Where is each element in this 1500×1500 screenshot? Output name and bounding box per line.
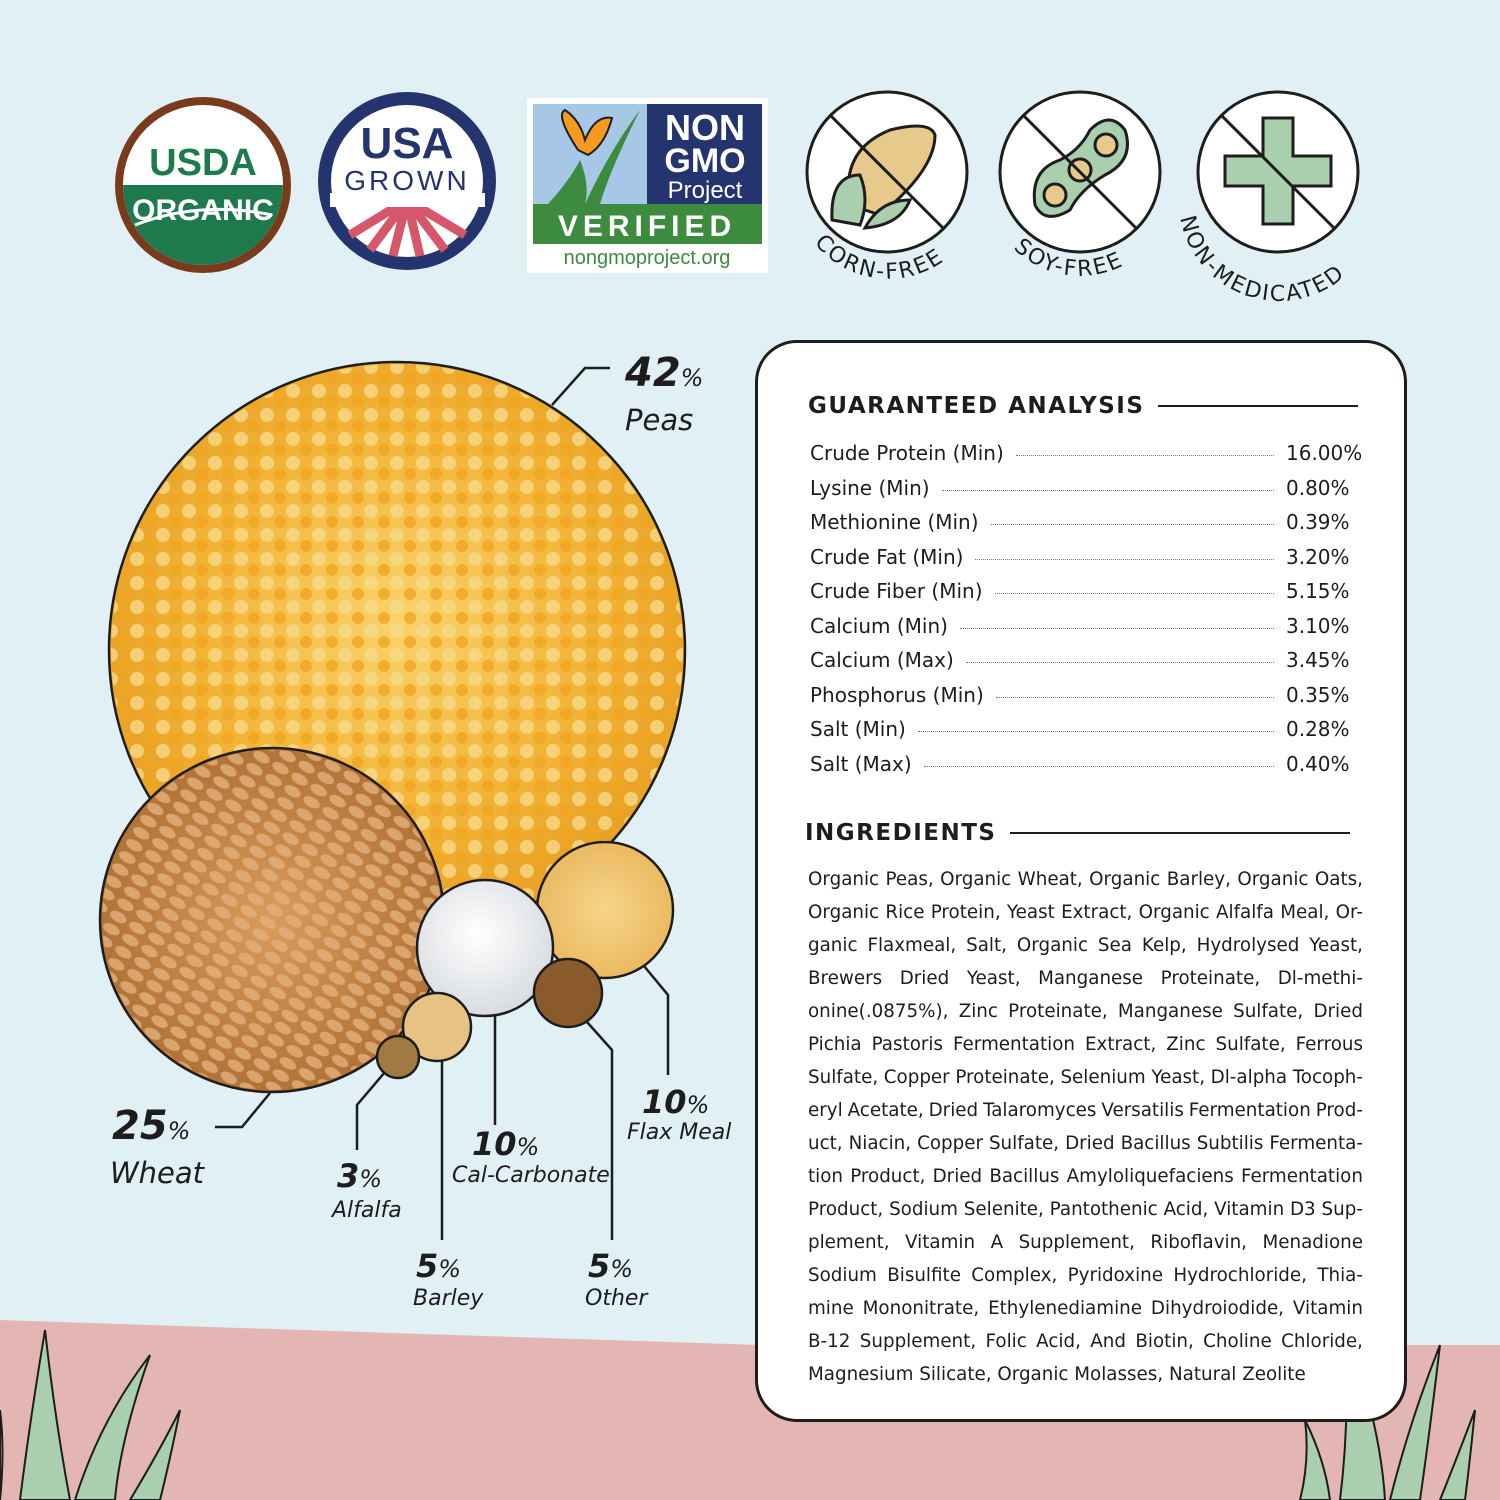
non-medicated-icon [1196,90,1360,254]
ingredients-line: Sodium Bisulfite Complex, Pyridoxine Hydroch… [808,1265,1363,1286]
dot-leader [975,558,1274,560]
nutrient-value: 3.10% [1286,613,1350,638]
non-text: NON [665,107,745,148]
analysis-row: Crude Fat (Min) 3.20% [810,545,1358,569]
dot-leader [917,731,1274,732]
flax-meal-percent: 10% [642,1083,710,1121]
usda-text: USDA [149,142,257,184]
nutrient-value: 0.80% [1286,475,1350,500]
ingredients-line: uct, Niacin, Copper Sulfate, Dried Bacillus Su… [808,1133,1363,1154]
nutrient-name: Salt (Min) [810,717,906,741]
nutrient-name: Salt (Max) [810,751,912,776]
nutrient-value: 5.15% [1286,579,1350,603]
ingredients-line: Brewers Dried Yeast, Manganese Proteinate, Dl… [808,968,1363,989]
nutrient-name: Crude Protein (Min) [810,441,1004,465]
usa-text: USA [361,119,454,168]
nutrient-value: 0.39% [1286,510,1350,534]
analysis-row: Salt (Max) 0.40% [810,752,1358,776]
barley-label: Barley [413,1286,484,1311]
ingredients-line: Pichia Pastoris Fermentation Extract, Zinc Su… [808,1034,1363,1055]
soy-free-icon [998,90,1162,254]
dot-leader [990,524,1274,525]
cal-carbonate-label: Cal-Carbonate [452,1163,610,1188]
nutrition-card: GUARANTEED ANALYSIS Crude Protein (Min) 1… [755,340,1407,1422]
nutrient-name: Phosphorus (Min) [810,682,984,707]
ingredients-line: Product, Sodium Selenite, Pantothenic Acid, V… [808,1199,1363,1220]
ingredients-line: eryl Acetate, Dried Talaromyces Versatilis Fe… [808,1100,1363,1121]
leader-lines [215,366,670,1240]
analysis-row: Phosphorus (Min) 0.35% [810,683,1358,707]
nutrient-name: Lysine (Min) [810,475,930,500]
verified-text: VERIFIED [558,210,736,243]
barley-circle [401,991,473,1063]
wheat-percent: 25% [112,1103,191,1149]
nutrient-name: Calcium (Min) [810,613,948,638]
peas-label: Peas [625,403,694,437]
flax-meal-label: Flax Meal [627,1120,732,1145]
nutrient-name: Crude Fat (Min) [810,544,964,569]
alfalfa-circle [375,1034,421,1080]
non-gmo-badge [527,98,768,273]
grown-text: GROWN [344,165,469,196]
nongmo-url-text: nongmoproject.org [564,247,731,269]
organic-text: ORGANIC [132,194,274,227]
peas-percent: 42% [625,350,704,396]
dot-leader [923,765,1274,767]
ingredients-line: Magnesium Silicate, Organic Molasses, Na… [808,1364,1306,1385]
ingredients-line: ganic Flaxmeal, Salt, Organic Sea Kelp, Hydrol… [808,935,1363,956]
nutrient-value: 3.45% [1286,648,1350,672]
ingredients-line: mine Mononitrate, Ethylenediamine Dihydroio… [808,1298,1363,1319]
cal-carbonate-circle [415,878,555,1018]
ingredients-heading: INGREDIENTS [805,820,1351,846]
ingredients-line: tion Product, Dried Bacillus Amyloliquefacie… [808,1166,1363,1187]
analysis-row: Crude Fiber (Min) 5.15% [810,579,1358,603]
dot-leader [959,627,1274,629]
dot-leader [941,489,1274,491]
ingredients-line: B-12 Supplement, Folic Acid, And Biotin, Choli… [808,1331,1363,1352]
analysis-row: Calcium (Max) 3.45% [810,648,1358,672]
nutrient-value: 3.20% [1286,544,1350,569]
nutrient-name: Crude Fiber (Min) [810,579,983,603]
nutrient-name: Methionine (Min) [810,510,979,534]
nutrient-value: 16.00% [1286,441,1363,465]
analysis-row: Lysine (Min) 0.80% [810,476,1358,500]
ingredients-line: Sulfate, Copper Proteinate, Selenium Yeast, D… [808,1067,1363,1088]
analysis-row: Crude Protein (Min) 16.00% [810,441,1363,465]
ingredients-line: onine(.0875%), Zinc Proteinate, Manganese Su… [808,1001,1363,1022]
dot-leader [1015,455,1274,456]
ingredients-line: Organic Peas, Organic Wheat, Organic Barley, O… [808,869,1363,890]
ingredients-line: Organic Rice Protein, Yeast Extract, Organic A… [808,902,1363,923]
butterfly-icon [561,108,614,157]
usda-organic-badge [115,97,291,273]
project-text: Project [668,177,743,204]
analysis-row: Methionine (Min) 0.39% [810,510,1358,534]
usa-grown-badge [318,92,496,270]
nutrient-value: 0.28% [1286,717,1350,741]
corn-free-icon [805,90,969,254]
other-circle [532,957,604,1029]
alfalfa-label: Alfalfa [332,1198,402,1223]
gmo-text: GMO [664,142,745,180]
nutrient-value: 0.40% [1286,751,1350,776]
alfalfa-percent: 3% [337,1157,383,1195]
other-percent: 5% [588,1247,634,1285]
ingredients-line: plement, Vitamin A Supplement, Riboflavin, Me… [808,1232,1363,1253]
wheat-label: Wheat [110,1156,205,1190]
dot-leader [994,593,1274,594]
analysis-row: Calcium (Min) 3.10% [810,614,1358,638]
cal-carbonate-percent: 10% [472,1125,540,1163]
ingredients-list: Organic Peas, Organic Wheat, Organic Barley, O… [808,863,1363,1391]
barley-percent: 5% [416,1247,462,1285]
guaranteed-analysis-heading: GUARANTEED ANALYSIS [808,393,1359,419]
dot-leader [995,696,1274,698]
flax-meal-circle [535,840,675,980]
nutrient-value: 0.35% [1286,682,1350,707]
analysis-row: Salt (Min) 0.28% [810,717,1358,741]
other-label: Other [585,1286,648,1311]
dot-leader [965,662,1274,663]
nutrient-name: Calcium (Max) [810,648,954,672]
